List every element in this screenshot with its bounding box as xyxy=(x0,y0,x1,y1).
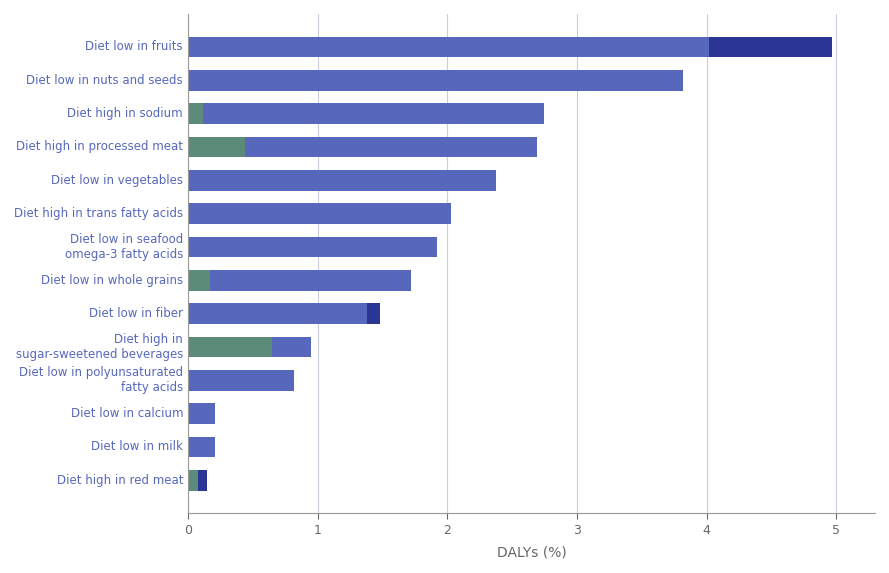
Bar xyxy=(188,237,436,257)
Bar xyxy=(188,136,245,157)
Bar xyxy=(188,37,709,57)
Bar xyxy=(367,303,380,324)
Bar xyxy=(188,303,367,324)
Bar xyxy=(188,403,215,424)
Bar xyxy=(188,437,215,457)
Bar xyxy=(188,336,272,358)
Bar xyxy=(210,270,411,291)
Bar xyxy=(188,270,210,291)
X-axis label: DALYs (%): DALYs (%) xyxy=(497,545,566,559)
Bar xyxy=(188,103,204,124)
Bar xyxy=(272,336,311,358)
Bar xyxy=(188,470,198,490)
Bar xyxy=(709,37,832,57)
Bar xyxy=(245,136,537,157)
Bar xyxy=(188,370,294,391)
Bar xyxy=(188,70,684,91)
Bar xyxy=(188,203,451,224)
Bar xyxy=(198,470,207,490)
Bar xyxy=(204,103,544,124)
Bar xyxy=(188,170,496,191)
